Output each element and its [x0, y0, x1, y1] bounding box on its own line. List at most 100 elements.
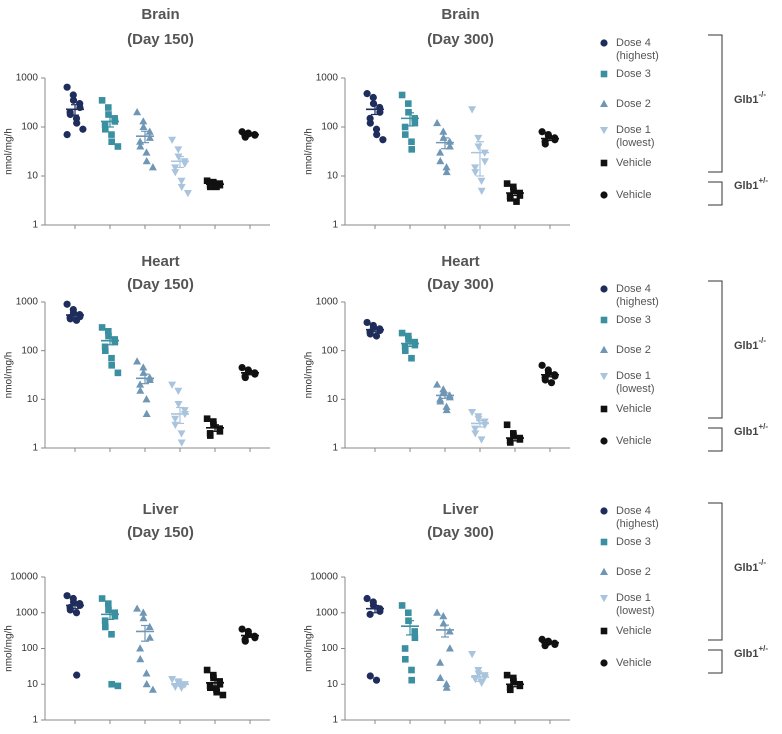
point — [168, 136, 177, 144]
point — [480, 158, 489, 166]
point — [145, 633, 154, 641]
point — [101, 343, 109, 351]
y-axis-label: nmol/mg/h — [304, 352, 315, 399]
chart-subtitle: (Day 150) — [127, 524, 194, 541]
group-genotype: -/- — [758, 336, 766, 345]
error-bar — [106, 116, 114, 128]
point — [241, 637, 249, 645]
legend-line: (lowest) — [616, 137, 655, 149]
point — [366, 672, 374, 680]
group-name: Glb1 — [734, 562, 758, 574]
group-name: Glb1 — [734, 340, 758, 352]
point — [72, 316, 81, 324]
y-tick-label: 10 — [327, 171, 339, 182]
point — [111, 612, 119, 620]
point — [398, 602, 406, 609]
y-tick-label: 100 — [321, 122, 338, 133]
point — [503, 671, 511, 679]
point — [133, 357, 142, 365]
legend-line: (highest) — [616, 518, 659, 530]
point — [145, 127, 154, 135]
point — [433, 380, 442, 388]
point — [538, 361, 546, 369]
chart-subtitle: (Day 300) — [427, 276, 494, 293]
point — [66, 315, 74, 323]
point — [139, 614, 148, 622]
point — [445, 644, 454, 652]
point — [436, 397, 445, 405]
point — [142, 395, 151, 403]
error-bar — [176, 406, 184, 425]
y-tick-label: 100 — [21, 643, 38, 654]
point — [503, 421, 511, 429]
error-bar — [141, 373, 149, 385]
point — [174, 153, 183, 161]
chart-subtitle: (Day 300) — [427, 31, 494, 48]
point — [139, 608, 148, 616]
point — [372, 676, 381, 684]
point — [541, 376, 549, 384]
point — [433, 118, 442, 127]
point — [171, 164, 180, 172]
point — [516, 436, 524, 443]
legend-label: Dose 4 (highest) — [616, 37, 659, 62]
point — [405, 609, 412, 617]
point — [411, 634, 419, 642]
point — [411, 341, 419, 349]
point — [105, 606, 112, 614]
point — [177, 177, 186, 185]
bracket — [708, 502, 723, 641]
chart-subtitle: (Day 150) — [127, 276, 194, 293]
point — [600, 659, 608, 667]
point — [108, 131, 115, 138]
point — [139, 117, 148, 125]
point — [108, 138, 115, 146]
legend-label: Dose 2 — [616, 98, 651, 110]
point — [133, 604, 142, 612]
point — [507, 195, 514, 202]
point — [471, 676, 480, 684]
point — [216, 428, 224, 435]
point — [216, 680, 224, 688]
error-bar — [546, 641, 554, 645]
y-tick-label: 1000 — [316, 297, 339, 308]
point — [108, 354, 115, 362]
legend-label: Dose 4 (highest) — [616, 505, 659, 530]
legend-label: Vehicle — [616, 625, 651, 637]
error-bar — [176, 155, 184, 168]
group-label: Glb1-/- — [734, 336, 766, 352]
point — [477, 177, 486, 185]
y-tick-label: 1000 — [16, 73, 39, 84]
y-tick-label: 10 — [27, 679, 39, 690]
point — [142, 680, 151, 688]
legend-line: Dose 4 — [616, 505, 651, 517]
point — [405, 332, 412, 340]
error-bar — [246, 370, 254, 376]
point — [398, 329, 406, 337]
group-label: Glb1-/- — [734, 558, 766, 574]
point — [468, 106, 477, 114]
legend-label: Vehicle — [616, 189, 651, 201]
point — [442, 402, 451, 410]
point — [102, 347, 109, 354]
point — [177, 684, 186, 692]
point — [238, 363, 246, 372]
point — [98, 595, 106, 602]
legend-line: Dose 1 — [616, 124, 651, 136]
legend-line: (lowest) — [616, 383, 655, 395]
point — [105, 328, 112, 335]
point — [207, 183, 214, 191]
point — [510, 678, 517, 685]
group-name: Glb1 — [734, 426, 758, 438]
chart-subtitle: (Day 300) — [427, 524, 494, 541]
point — [177, 439, 186, 447]
point — [600, 39, 608, 47]
legend-line: (lowest) — [616, 605, 655, 617]
point — [366, 610, 374, 618]
point — [445, 627, 454, 635]
point — [547, 379, 556, 387]
bracket — [708, 280, 723, 419]
error-bar — [176, 682, 184, 686]
point — [468, 651, 477, 659]
chart-title: Liver — [143, 501, 179, 518]
